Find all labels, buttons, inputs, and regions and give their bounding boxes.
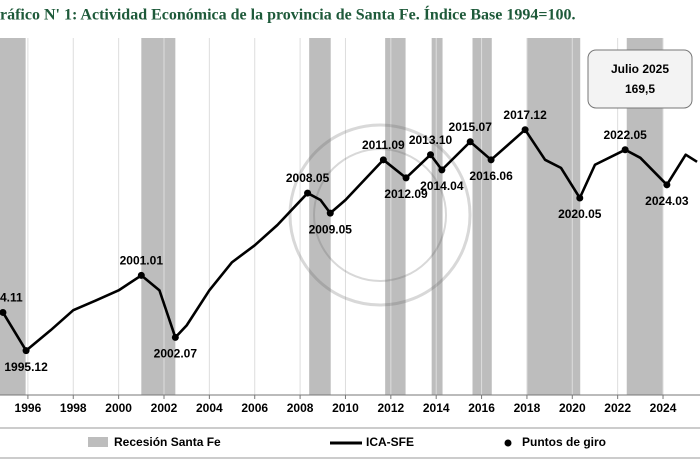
x-tick-label: 2008	[287, 401, 314, 415]
turning-point	[304, 189, 312, 197]
turning-point-label: 2009.05	[309, 222, 353, 236]
turning-point	[379, 156, 387, 164]
recession-band	[141, 38, 176, 395]
legend-label: Puntos de giro	[522, 435, 606, 449]
legend-label: Recesión Santa Fe	[114, 435, 221, 449]
turning-point-label: 2022.05	[603, 128, 647, 142]
turning-point	[137, 271, 145, 279]
turning-point-label: 2011.09	[362, 138, 405, 152]
turning-point-label: 2001.01	[120, 254, 164, 268]
chart-title: ráfico N' 1: Actividad Económica de la p…	[0, 5, 575, 24]
turning-point	[487, 156, 495, 164]
turning-point-label: 2016.06	[469, 169, 513, 183]
recession-band	[0, 38, 26, 395]
recession-band	[431, 38, 443, 395]
legend-swatch	[504, 439, 512, 447]
recession-band	[385, 38, 406, 395]
turning-point	[171, 333, 179, 341]
turning-point-label: 2012.09	[384, 187, 428, 201]
turning-point	[621, 146, 629, 154]
x-tick-label: 2022	[604, 401, 631, 415]
turning-point-label: 2015.07	[449, 120, 493, 134]
turning-point-label: 2024.03	[645, 194, 689, 208]
x-tick-label: 2004	[196, 401, 223, 415]
turning-point-label: 4.11	[0, 291, 23, 305]
turning-point	[576, 194, 584, 202]
turning-point	[663, 181, 671, 189]
annotation-value: 169,5	[625, 82, 655, 96]
turning-point-label: 2014.04	[420, 179, 464, 193]
recession-band	[309, 38, 331, 395]
turning-point-label: 2002.07	[154, 347, 198, 361]
watermark	[288, 123, 472, 307]
recession-band	[472, 38, 492, 395]
turning-point	[466, 138, 474, 146]
seal-ring	[288, 123, 472, 307]
seal-ring	[313, 148, 447, 282]
legend-label: ICA-SFE	[366, 435, 414, 449]
turning-point	[402, 174, 410, 182]
turning-point	[22, 347, 30, 355]
x-tick-label: 2006	[241, 401, 268, 415]
turning-point	[0, 308, 7, 316]
x-tick-label: 2018	[514, 401, 541, 415]
turning-point-label: 2017.12	[503, 108, 547, 122]
x-tick-label: 2016	[468, 401, 495, 415]
x-tick-label: 2010	[332, 401, 359, 415]
turning-point	[438, 166, 446, 174]
recession-band	[526, 38, 581, 395]
turning-point	[326, 209, 334, 217]
x-tick-label: 1996	[15, 401, 42, 415]
turning-point	[521, 126, 529, 134]
x-tick-label: 2020	[559, 401, 586, 415]
turning-point-label: 2013.10	[409, 133, 453, 147]
x-tick-label: 2012	[377, 401, 404, 415]
legend-swatch	[88, 437, 108, 447]
turning-point	[427, 151, 435, 159]
turning-point-label: 2020.05	[558, 207, 602, 221]
x-tick-label: 2014	[423, 401, 450, 415]
x-tick-label: 2002	[151, 401, 178, 415]
annotation-label: Julio 2025	[611, 62, 669, 76]
x-tick-label: 2000	[105, 401, 132, 415]
turning-point-label: 2008.05	[286, 171, 330, 185]
turning-point-label: 1995.12	[4, 360, 48, 374]
x-tick-label: 2024	[650, 401, 677, 415]
x-tick-label: 1998	[60, 401, 87, 415]
annotation-box	[587, 49, 693, 109]
